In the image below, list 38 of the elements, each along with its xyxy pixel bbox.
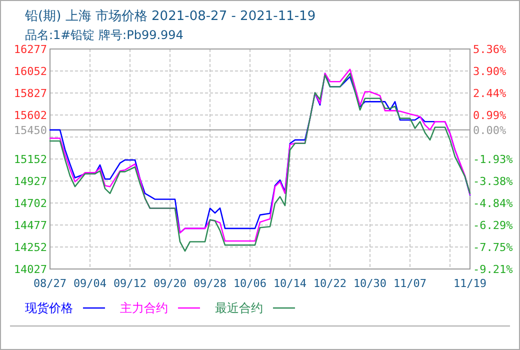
x-tick-label: 11/19 [453,277,487,290]
chart-title: 铅(期) 上海 市场价格 2021-08-27 - 2021-11-19 [24,9,316,24]
y-tick-label: 15602 [14,109,47,122]
x-tick-label: 10/14 [273,277,307,290]
legend-label: 现货价格 [25,301,73,315]
y-tick-label: 15152 [14,153,47,166]
x-tick-label: 10/06 [233,277,267,290]
y2-tick-label: -1.93% [473,153,514,166]
y-tick-label: 14702 [14,197,47,210]
y2-tick-label: -7.75% [473,240,514,254]
y-tick-label: 15827 [14,87,47,100]
x-tick-label: 10/30 [353,277,387,290]
legend-label: 主力合约 [120,301,168,315]
x-tick-label: 09/12 [113,277,147,290]
y2-tick-label: -4.84% [473,197,514,210]
y-tick-label: 14927 [14,175,47,188]
y2-tick-label: 5.36% [473,43,506,56]
y2-tick-label: -9.21% [473,263,514,276]
x-tick-label: 09/20 [153,277,187,290]
chart-subtitle: 品名:1#铅锭 牌号:Pb99.994 [25,28,184,42]
x-tick-label: 11/07 [393,277,427,290]
x-tick-label: 10/22 [313,277,347,290]
y-tick-label: 14477 [14,219,47,232]
legend-label: 最近合约 [215,301,263,315]
x-tick-label: 08/27 [33,277,67,290]
y-tick-label: 16277 [14,43,47,56]
x-tick-label: 09/04 [73,277,107,290]
y2-tick-label: -6.29% [473,218,514,232]
y2-tick-label: -3.38% [473,174,514,188]
ref-line-label: 15450 [14,124,47,137]
y2-tick-label: 2.44% [473,87,506,100]
y-tick-label: 14027 [14,263,47,276]
y2-tick-label: 0.00% [473,124,506,137]
x-tick-label: 09/28 [193,277,227,290]
y2-tick-label: 3.90% [473,65,506,78]
y-tick-label: 14252 [14,241,47,254]
y-tick-label: 16052 [14,65,47,78]
y2-tick-label: 0.99% [473,108,506,122]
